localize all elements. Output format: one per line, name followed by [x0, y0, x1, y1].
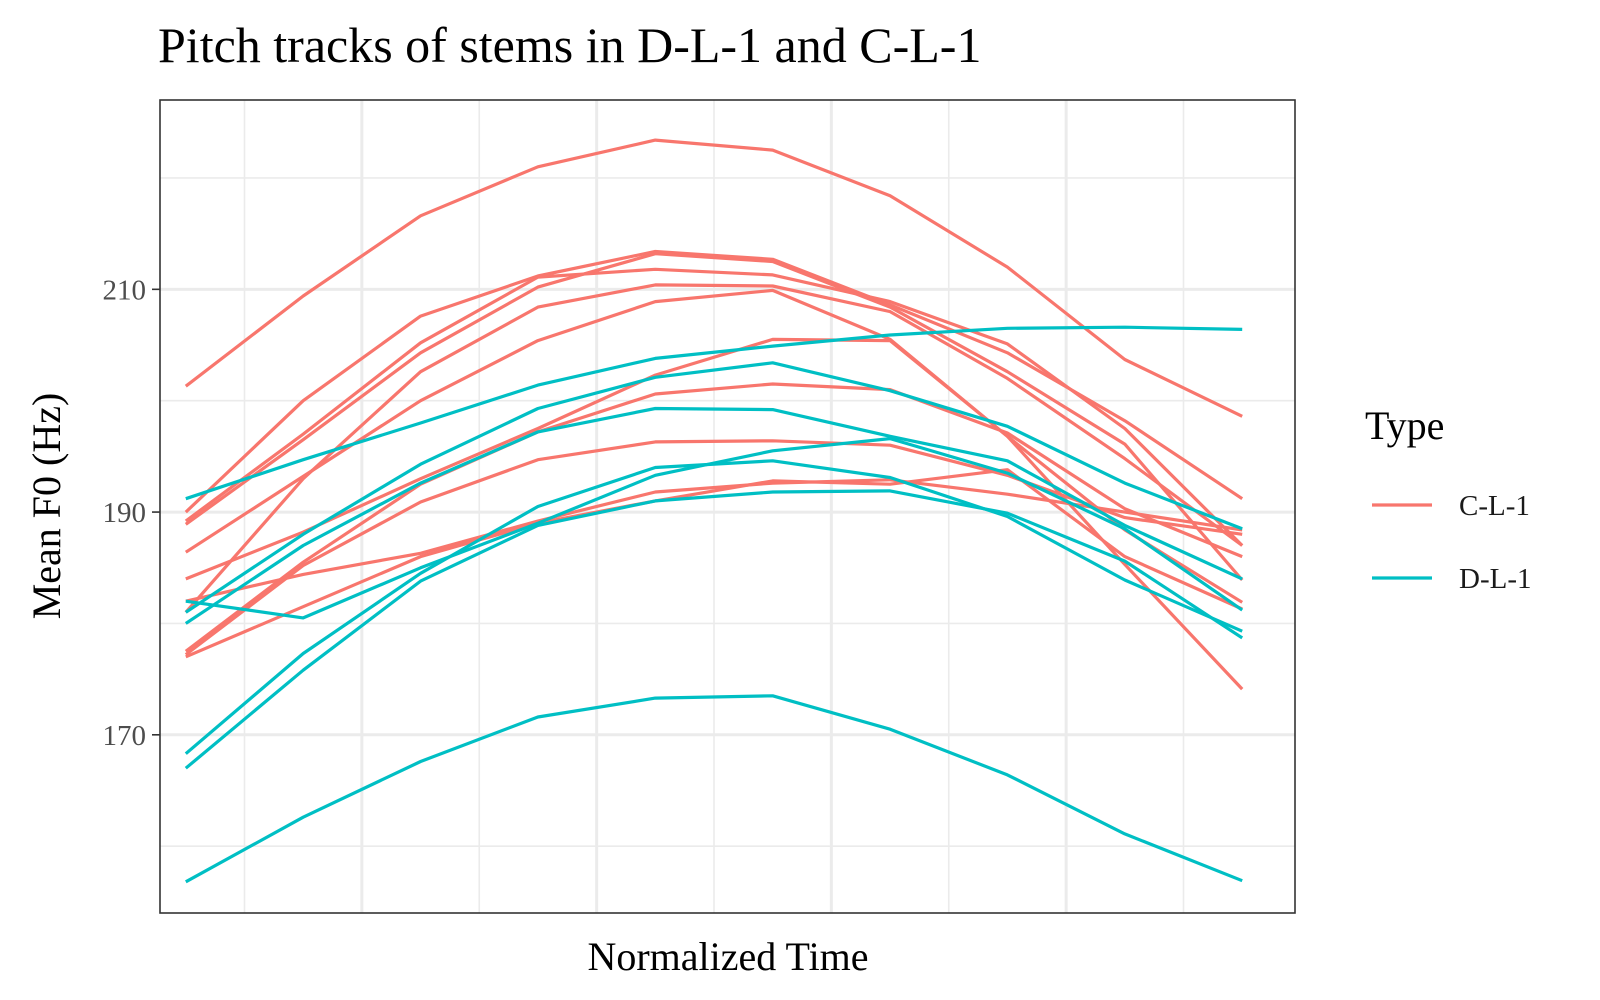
series-line-d-l-1-14 [184, 406, 1243, 625]
legend-label-c-l-1: C-L-1 [1459, 490, 1530, 522]
series-line-d-l-1-13 [184, 361, 1243, 614]
series-line-d-l-1-12 [185, 325, 1243, 501]
series-line-c-l-1-7 [185, 337, 1244, 604]
y-axis-title: Mean F0 (Hz) [24, 393, 69, 620]
y-tick-label: 190 [103, 497, 147, 529]
series-line-c-l-1-11 [185, 468, 1243, 659]
series-line-c-l-1-3 [184, 267, 1244, 547]
series-lines [184, 138, 1244, 884]
series-line-d-l-1-16 [184, 489, 1244, 770]
series-line-d-l-1-17 [185, 437, 1244, 620]
y-tick-label: 210 [103, 274, 147, 306]
chart-title: Pitch tracks of stems in D-L-1 and C-L-1 [158, 17, 981, 73]
legend-title: Type [1365, 403, 1444, 448]
y-axis-ticks: 170 190 210 [103, 274, 160, 752]
series-line-c-l-1-8 [184, 382, 1243, 653]
series-line-d-l-1-18 [185, 694, 1243, 884]
series-line-c-l-1-4 [184, 252, 1244, 582]
series-line-c-l-1-9 [184, 439, 1243, 656]
x-axis-title: Normalized Time [587, 934, 868, 979]
series-line-c-l-1-1 [184, 138, 1243, 418]
series-line-c-l-1-10 [185, 478, 1243, 603]
plot-panel-border [159, 99, 1296, 914]
legend-label-d-l-1: D-L-1 [1459, 563, 1531, 595]
legend: Type C-L-1 D-L-1 [1365, 403, 1531, 595]
y-tick-label: 170 [103, 720, 147, 752]
series-line-c-l-1-5 [184, 283, 1244, 614]
